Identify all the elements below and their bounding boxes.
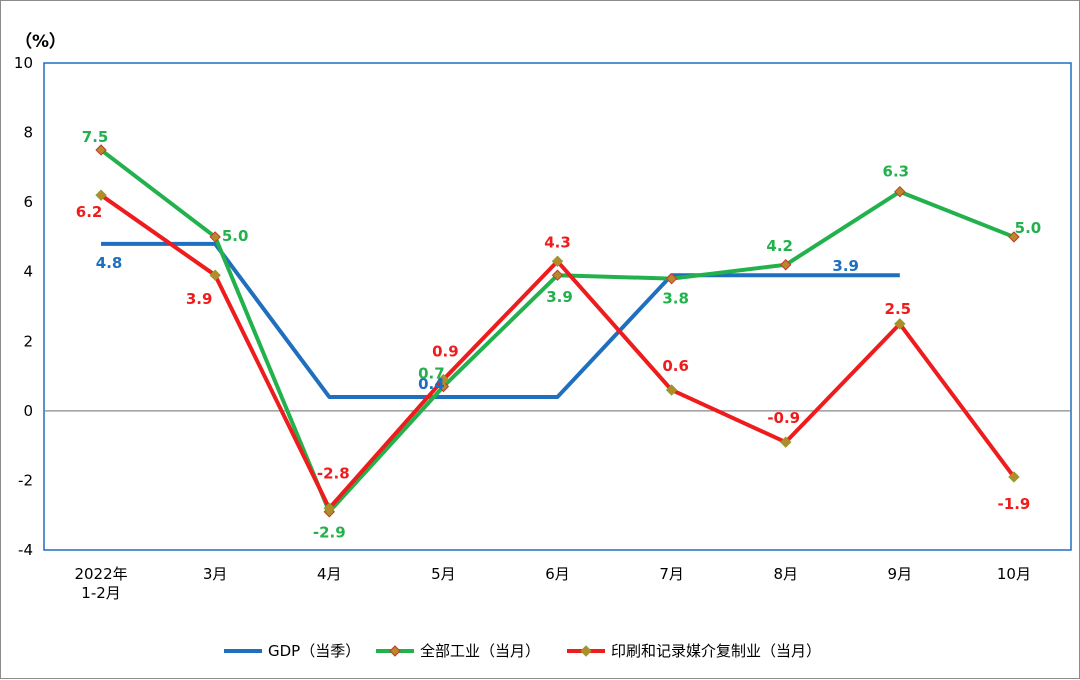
x-tick-label: 4月 (317, 565, 342, 583)
x-tick-label: 8月 (773, 565, 798, 583)
data-point-marker (209, 231, 221, 243)
x-tick-label: 6月 (545, 565, 570, 583)
data-label: 7.5 (82, 128, 109, 146)
data-point-marker (665, 384, 678, 396)
data-point-marker (551, 255, 564, 267)
data-point-marker (95, 144, 107, 156)
y-tick-label: -4 (18, 541, 33, 559)
x-tick-label: 3月 (203, 565, 228, 583)
y-tick-label: 0 (23, 402, 33, 420)
data-point-marker (209, 269, 221, 281)
data-point-marker (780, 259, 792, 271)
data-point-marker (1008, 231, 1020, 243)
data-point-marker (323, 502, 335, 514)
data-label: 6.2 (76, 203, 103, 221)
legend-label: GDP（当季） (268, 642, 360, 660)
data-label: 0.4 (418, 375, 445, 393)
data-label: 5.0 (1015, 219, 1042, 237)
data-label: 5.0 (222, 227, 249, 245)
series-line (99, 148, 1015, 514)
y-tick-label: 2 (23, 332, 33, 350)
legend-marker (389, 645, 401, 657)
x-tick-label: 1-2月 (81, 584, 121, 602)
data-point-marker (894, 318, 906, 330)
y-tick-label: 10 (14, 54, 33, 72)
y-tick-label: 8 (23, 124, 33, 142)
data-label: -2.8 (317, 464, 350, 482)
data-label: 3.9 (186, 290, 213, 308)
data-point-marker (437, 380, 450, 393)
plot-area (43, 62, 1072, 551)
x-tick-label: 2022年 (74, 565, 127, 583)
data-point-marker (437, 373, 450, 386)
data-label: 4.3 (544, 233, 571, 251)
data-label: 3.8 (662, 290, 689, 308)
x-tick-label: 5月 (431, 565, 456, 583)
y-tick-label: -2 (18, 471, 33, 489)
x-tick-label: 9月 (888, 565, 913, 583)
data-label: -0.9 (767, 409, 800, 427)
data-point-marker (780, 436, 792, 448)
series-line (101, 241, 900, 399)
data-label: -1.9 (998, 495, 1031, 513)
data-point-marker (1008, 471, 1020, 483)
data-label: 0.9 (432, 343, 459, 361)
data-label: 6.3 (883, 163, 910, 181)
data-point-marker (894, 186, 906, 198)
data-point-marker (551, 269, 564, 281)
legend-label: 全部工业（当月） (420, 642, 540, 660)
x-tick-label: 7月 (659, 565, 684, 583)
data-label: 0.7 (418, 365, 445, 383)
data-label: 4.2 (766, 237, 793, 255)
legend-label: 印刷和记录媒介复制业（当月） (611, 642, 821, 660)
data-label: 3.9 (832, 257, 859, 275)
legend-marker (580, 645, 592, 657)
data-label: 0.6 (662, 357, 689, 375)
data-label: -2.9 (313, 524, 346, 542)
data-label: 3.9 (546, 288, 573, 306)
y-tick-label: 4 (23, 263, 33, 281)
x-tick-label: 10月 (997, 565, 1031, 583)
data-point-marker (665, 272, 678, 285)
y-tick-label: 6 (23, 193, 33, 211)
data-point-marker (95, 189, 107, 201)
data-label: 4.8 (96, 254, 123, 272)
y-unit-label: （%） (15, 31, 66, 52)
data-label: 2.5 (885, 300, 912, 318)
